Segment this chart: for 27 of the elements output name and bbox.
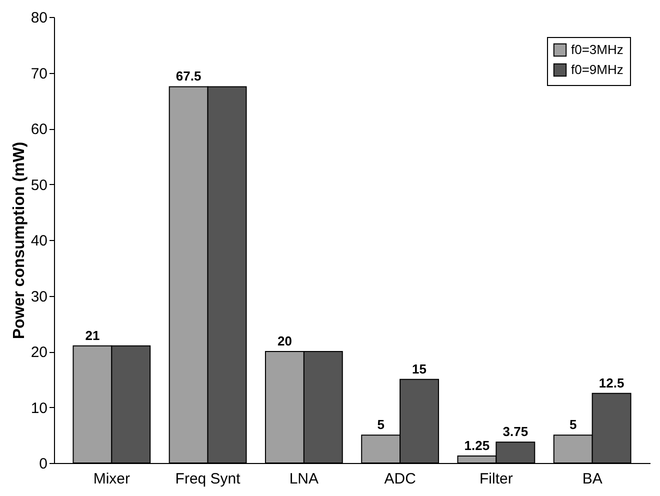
data-label: 5 (569, 417, 577, 432)
data-label: 3.75 (502, 424, 528, 440)
legend-label: f0=3MHz (571, 42, 624, 57)
data-label: 15 (412, 361, 427, 376)
data-label: 20 (277, 334, 292, 348)
y-tick-label: 30 (30, 288, 48, 306)
data-label: 67.5 (176, 68, 202, 84)
y-tick-label: 60 (30, 121, 48, 138)
y-tick-label: 80 (30, 10, 48, 26)
x-tick-label: ADC (384, 470, 416, 488)
y-tick-label: 20 (30, 344, 48, 361)
y-tick-label: 70 (30, 65, 48, 82)
data-label: 1.25 (464, 438, 490, 454)
y-tick-label: 0 (39, 456, 48, 472)
x-tick-label: BA (582, 470, 602, 488)
x-tick-label: Mixer (93, 470, 130, 488)
y-tick-label: 10 (30, 400, 48, 417)
y-tick-label: 40 (30, 232, 48, 250)
legend-label: f0=9MHz (571, 62, 624, 77)
x-tick-label: LNA (289, 470, 319, 488)
data-label: 12.5 (598, 375, 624, 390)
x-tick-label: Filter (480, 470, 513, 488)
data-label: 5 (377, 417, 384, 432)
y-axis-title: Power consumption (mW) (10, 142, 28, 340)
data-label: 21 (85, 328, 100, 343)
x-tick-label: Freq Synt (175, 470, 242, 488)
y-tick-label: 50 (30, 176, 48, 194)
